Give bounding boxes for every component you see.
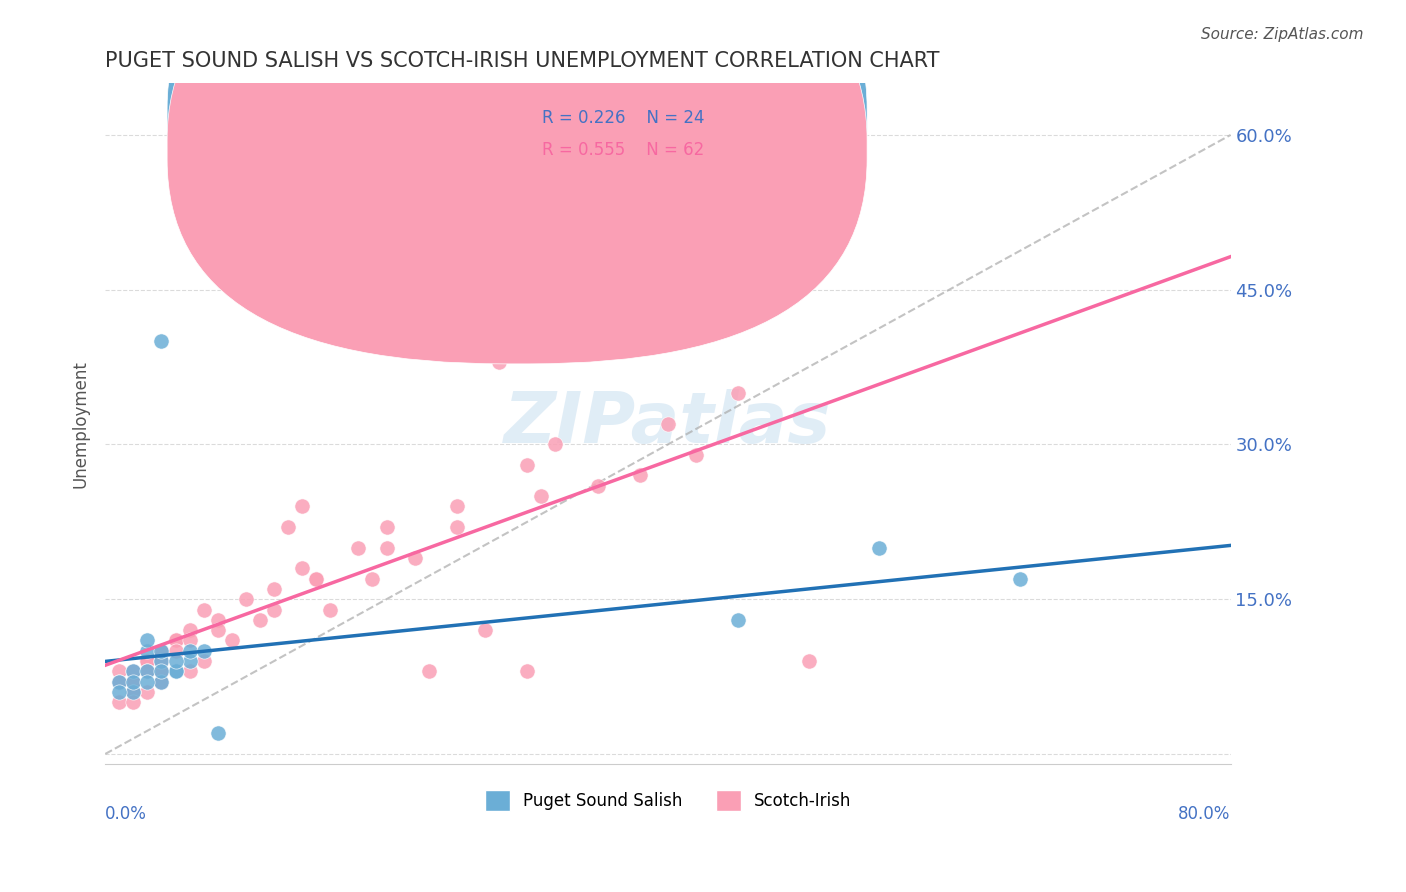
- Text: PUGET SOUND SALISH VS SCOTCH-IRISH UNEMPLOYMENT CORRELATION CHART: PUGET SOUND SALISH VS SCOTCH-IRISH UNEMP…: [105, 51, 939, 70]
- Point: [122, 695, 145, 709]
- Point: [404, 550, 426, 565]
- Point: [136, 685, 159, 699]
- Text: R = 0.226    N = 24: R = 0.226 N = 24: [541, 109, 704, 127]
- Point: [136, 644, 159, 658]
- Point: [179, 633, 201, 648]
- FancyBboxPatch shape: [167, 0, 868, 364]
- Legend: Puget Sound Salish, Scotch-Irish: Puget Sound Salish, Scotch-Irish: [478, 783, 858, 817]
- Point: [685, 448, 707, 462]
- Point: [207, 623, 229, 637]
- Point: [277, 520, 299, 534]
- Point: [1008, 572, 1031, 586]
- Point: [150, 644, 173, 658]
- Point: [122, 685, 145, 699]
- Point: [179, 654, 201, 668]
- Text: 80.0%: 80.0%: [1178, 805, 1230, 823]
- Point: [193, 654, 215, 668]
- Point: [207, 726, 229, 740]
- Point: [150, 644, 173, 658]
- Point: [150, 334, 173, 349]
- Point: [305, 572, 328, 586]
- Point: [150, 654, 173, 668]
- Point: [868, 541, 890, 555]
- Point: [108, 695, 131, 709]
- Point: [193, 602, 215, 616]
- Point: [165, 665, 187, 679]
- Point: [179, 665, 201, 679]
- Text: ZIPatlas: ZIPatlas: [505, 389, 831, 458]
- Point: [446, 520, 468, 534]
- Point: [235, 211, 257, 225]
- Point: [150, 674, 173, 689]
- Point: [207, 613, 229, 627]
- Point: [263, 602, 285, 616]
- Point: [136, 665, 159, 679]
- Point: [488, 355, 510, 369]
- Point: [474, 623, 496, 637]
- Point: [136, 665, 159, 679]
- Point: [108, 674, 131, 689]
- Text: R = 0.555    N = 62: R = 0.555 N = 62: [541, 141, 704, 159]
- Point: [586, 344, 609, 359]
- Point: [727, 385, 749, 400]
- Point: [150, 674, 173, 689]
- Point: [122, 685, 145, 699]
- Point: [165, 654, 187, 668]
- Point: [122, 685, 145, 699]
- Point: [165, 665, 187, 679]
- Point: [165, 644, 187, 658]
- Point: [418, 665, 440, 679]
- Point: [727, 613, 749, 627]
- Point: [165, 633, 187, 648]
- Point: [291, 500, 314, 514]
- Point: [235, 592, 257, 607]
- Point: [150, 654, 173, 668]
- Point: [136, 654, 159, 668]
- Point: [516, 458, 538, 472]
- Y-axis label: Unemployment: Unemployment: [72, 359, 89, 488]
- Point: [516, 665, 538, 679]
- Point: [657, 417, 679, 431]
- Point: [544, 437, 567, 451]
- Point: [136, 633, 159, 648]
- Point: [797, 654, 820, 668]
- Text: Source: ZipAtlas.com: Source: ZipAtlas.com: [1201, 27, 1364, 42]
- Point: [165, 633, 187, 648]
- Point: [375, 520, 398, 534]
- Point: [249, 613, 271, 627]
- Point: [122, 674, 145, 689]
- Point: [586, 479, 609, 493]
- Point: [361, 572, 384, 586]
- Point: [446, 500, 468, 514]
- Point: [530, 489, 553, 503]
- Point: [122, 665, 145, 679]
- Point: [122, 665, 145, 679]
- Point: [179, 644, 201, 658]
- Point: [291, 561, 314, 575]
- Point: [122, 674, 145, 689]
- Point: [108, 674, 131, 689]
- Point: [305, 572, 328, 586]
- Point: [628, 468, 651, 483]
- Point: [319, 602, 342, 616]
- Point: [136, 654, 159, 668]
- Point: [221, 633, 243, 648]
- Point: [150, 644, 173, 658]
- Point: [108, 665, 131, 679]
- FancyBboxPatch shape: [167, 0, 868, 332]
- Point: [136, 654, 159, 668]
- Point: [150, 665, 173, 679]
- Text: 0.0%: 0.0%: [105, 805, 148, 823]
- Point: [136, 674, 159, 689]
- Point: [150, 665, 173, 679]
- Point: [375, 541, 398, 555]
- Point: [347, 541, 370, 555]
- Point: [193, 644, 215, 658]
- Point: [108, 685, 131, 699]
- Point: [122, 674, 145, 689]
- Point: [179, 623, 201, 637]
- Point: [263, 582, 285, 596]
- FancyBboxPatch shape: [477, 83, 792, 178]
